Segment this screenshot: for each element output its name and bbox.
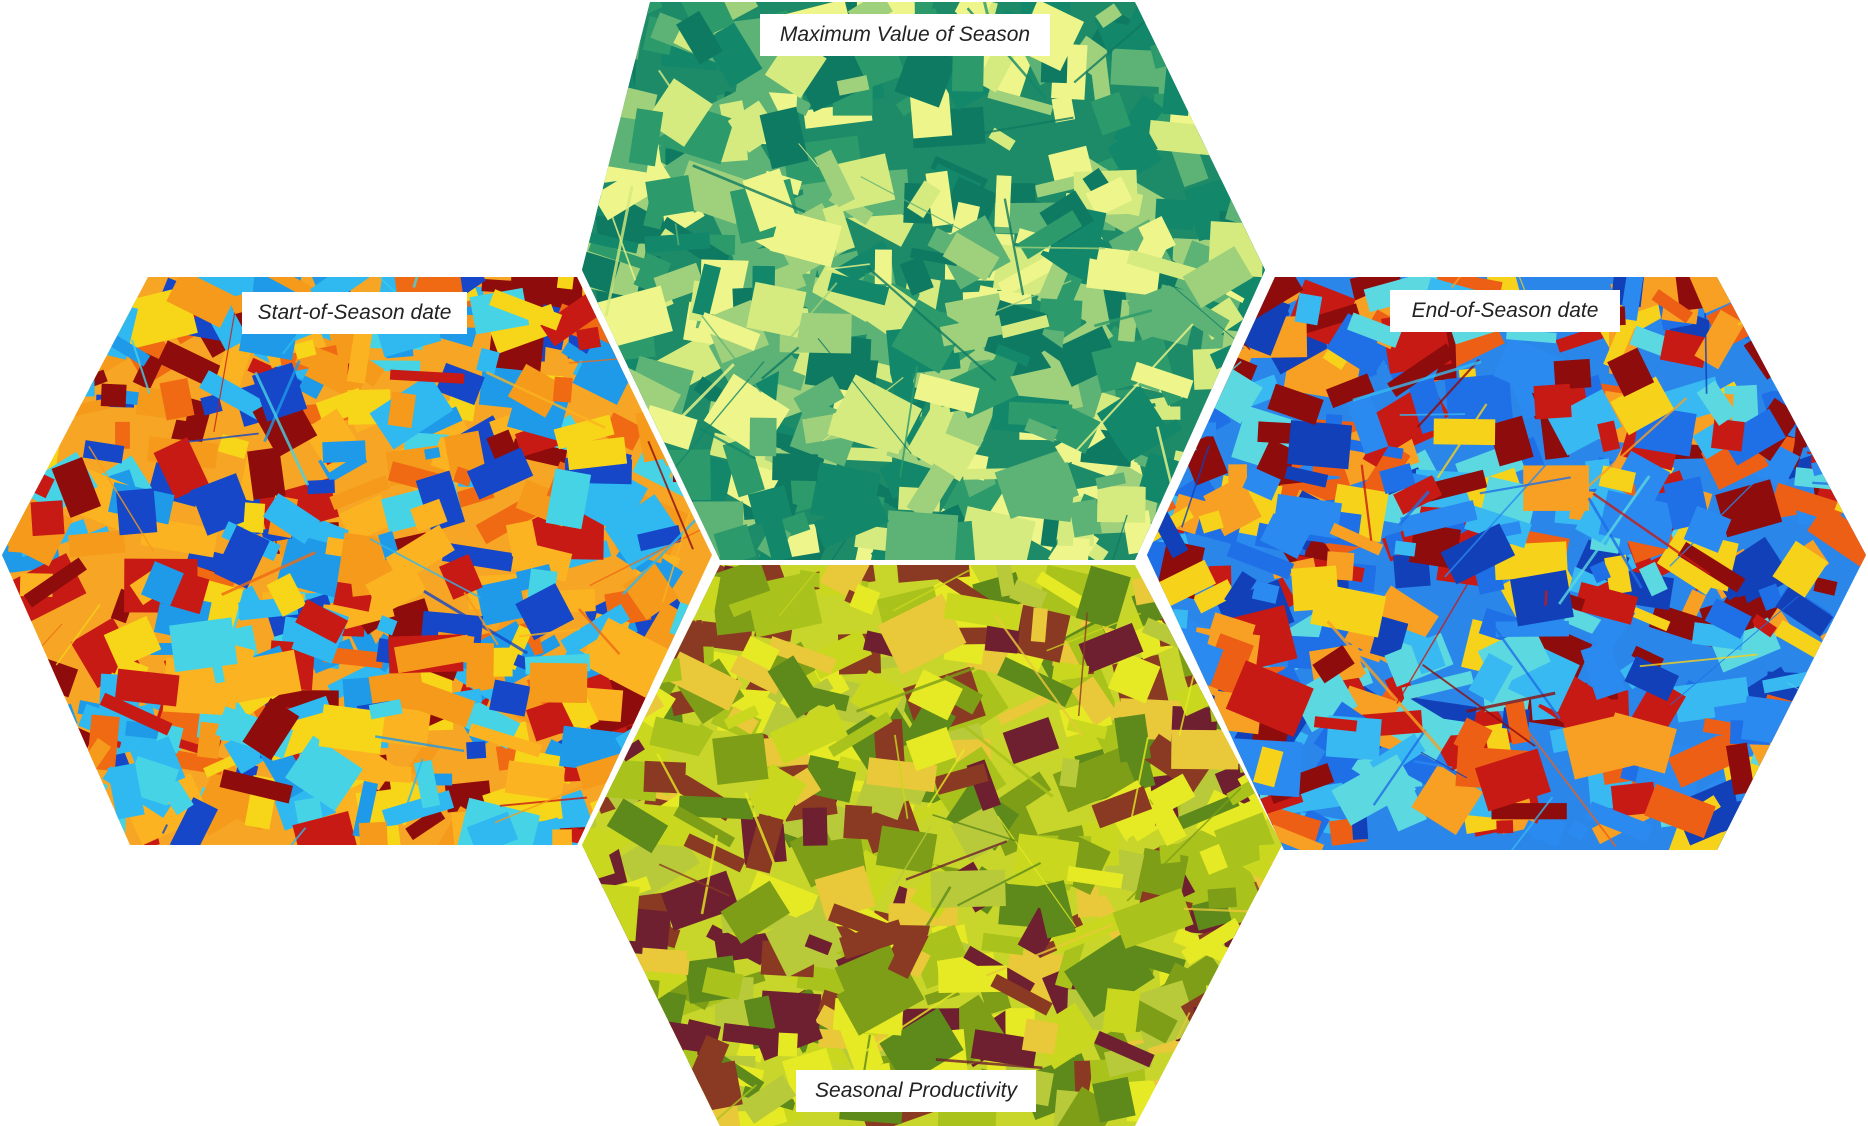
maximum-value-of-season-label: Maximum Value of Season [760,14,1050,56]
end-of-season-date-label: End-of-Season date [1390,290,1620,332]
start-of-season-date-label: Start-of-Season date [242,292,467,334]
seasonal-productivity-label: Seasonal Productivity [796,1070,1036,1112]
end-of-season-date-map [1147,277,1866,850]
